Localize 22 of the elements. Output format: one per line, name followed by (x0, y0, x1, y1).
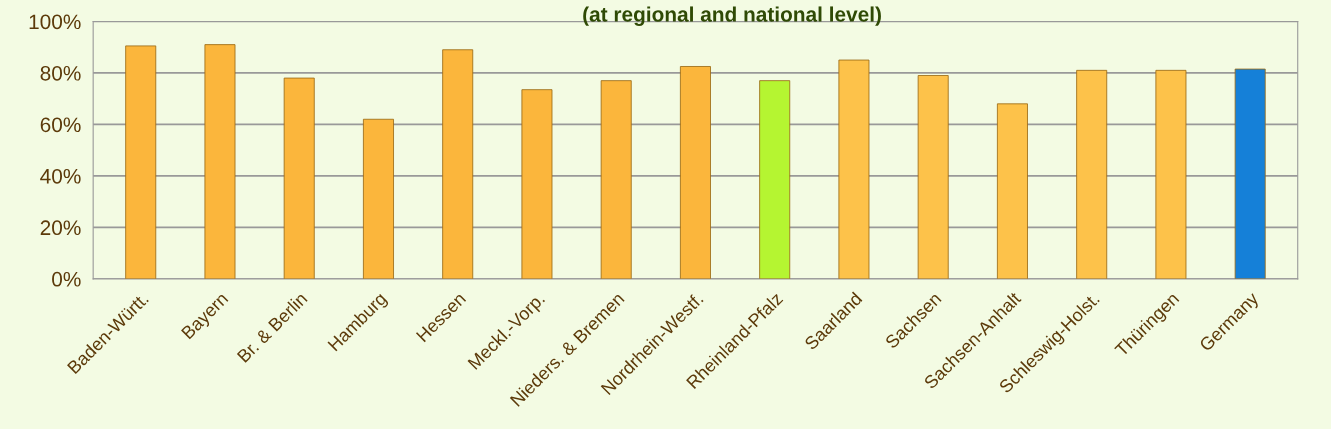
y-tick-label: 100% (29, 14, 81, 30)
bar (125, 45, 157, 279)
bar (362, 118, 394, 279)
bar (283, 77, 315, 279)
y-tick-label: 60% (40, 117, 81, 133)
y-tick-label: 40% (40, 168, 81, 184)
bar (1076, 69, 1108, 279)
y-tick-label: 0% (52, 271, 81, 287)
bar (1155, 69, 1187, 279)
bar (521, 89, 553, 279)
chart-title: (at regional and national level) (583, 6, 881, 26)
bar (679, 66, 711, 279)
bar (600, 80, 632, 279)
y-tick-label: 20% (40, 220, 81, 236)
bar (442, 49, 474, 279)
y-tick-label: 80% (40, 65, 81, 81)
bar (759, 80, 791, 279)
bar (1234, 68, 1266, 279)
bar (996, 103, 1028, 279)
bar (917, 75, 949, 279)
bar (204, 44, 236, 279)
bar (838, 59, 870, 279)
